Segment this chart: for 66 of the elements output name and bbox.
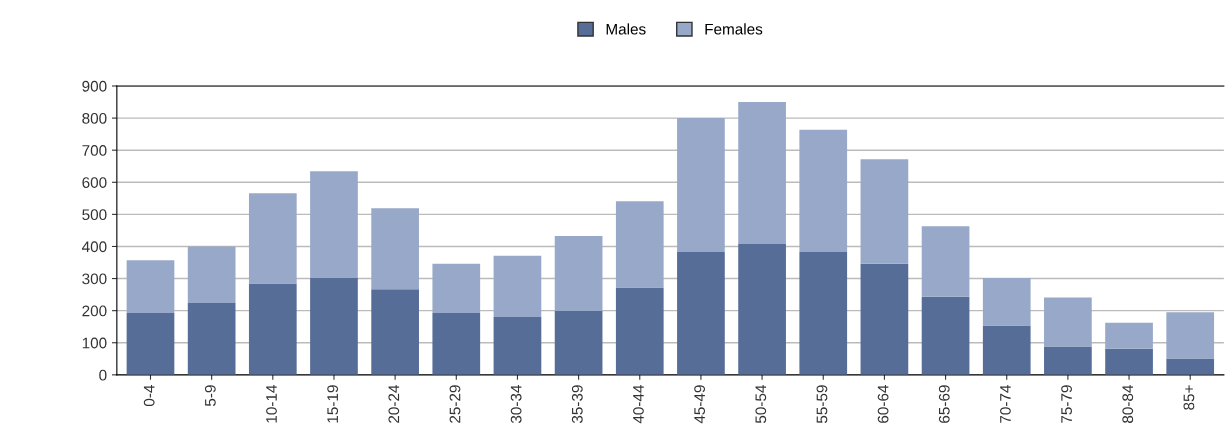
legend-label: Females: [705, 23, 763, 35]
x-tick-label: 40-44: [633, 385, 644, 424]
bar: [493, 317, 542, 375]
bar: [554, 235, 603, 311]
bar: [126, 312, 175, 375]
bar: [1105, 322, 1153, 349]
bar: [799, 129, 848, 252]
x-tick-label: 15-19: [327, 385, 339, 423]
bar: [921, 296, 970, 375]
y-tick-label: 0: [99, 369, 107, 381]
x-tick-label: 35-39: [571, 385, 583, 424]
y-tick-label: 800: [82, 112, 107, 124]
bar: [677, 118, 725, 252]
bar: [1166, 312, 1215, 359]
bar: [432, 312, 481, 375]
x-tick-label: 10-14: [266, 385, 277, 423]
bar: [1044, 297, 1092, 347]
x-tick-label: 5-9: [204, 385, 216, 407]
x-tick-label: 55-59: [816, 385, 828, 424]
bar: [187, 246, 236, 303]
bar: [371, 289, 419, 375]
bar: [310, 277, 358, 375]
bar: [432, 263, 481, 313]
y-tick-label: 500: [82, 209, 107, 221]
bar: [493, 255, 542, 318]
bar: [921, 226, 970, 297]
bar: [187, 302, 236, 375]
x-tick-label: 20-24: [388, 385, 400, 423]
bar: [248, 283, 297, 375]
bar: [1044, 346, 1092, 375]
bar: [738, 243, 786, 375]
bar: [1166, 358, 1215, 375]
bar: [1105, 348, 1153, 375]
x-tick-label: 0-4: [143, 385, 155, 407]
x-tick-label: 85+: [1183, 385, 1195, 410]
bar: [860, 263, 909, 375]
x-tick-label: 60-64: [877, 385, 889, 423]
bar: [615, 201, 664, 288]
bar: [310, 171, 358, 278]
bar: [799, 251, 848, 375]
y-tick-label: 200: [82, 305, 107, 317]
bar: [554, 310, 603, 375]
y-tick-label: 400: [81, 241, 107, 253]
x-tick-label: 30-34: [510, 385, 522, 424]
bar: [738, 102, 786, 244]
bar: [126, 260, 175, 313]
y-tick-label: 900: [82, 80, 107, 92]
y-tick-label: 600: [82, 177, 107, 188]
bar: [982, 277, 1031, 326]
bar: [615, 287, 664, 375]
x-tick-label: 45-49: [694, 385, 706, 424]
x-tick-label: 25-29: [449, 385, 461, 423]
x-tick-label: 75-79: [1061, 385, 1072, 423]
y-tick-label: 700: [82, 145, 107, 156]
legend-label: Males: [606, 23, 646, 35]
bar: [677, 251, 725, 375]
bar: [982, 325, 1031, 375]
bar: [860, 159, 909, 264]
bar: [248, 193, 297, 284]
x-tick-label: 65-69: [938, 385, 950, 423]
y-tick-label: 300: [82, 273, 107, 285]
x-tick-label: 50-54: [755, 385, 767, 424]
x-tick-label: 70-74: [1000, 385, 1011, 423]
y-tick-label: 100: [82, 337, 107, 349]
bar: [371, 208, 419, 290]
x-tick-label: 80-84: [1122, 385, 1134, 423]
